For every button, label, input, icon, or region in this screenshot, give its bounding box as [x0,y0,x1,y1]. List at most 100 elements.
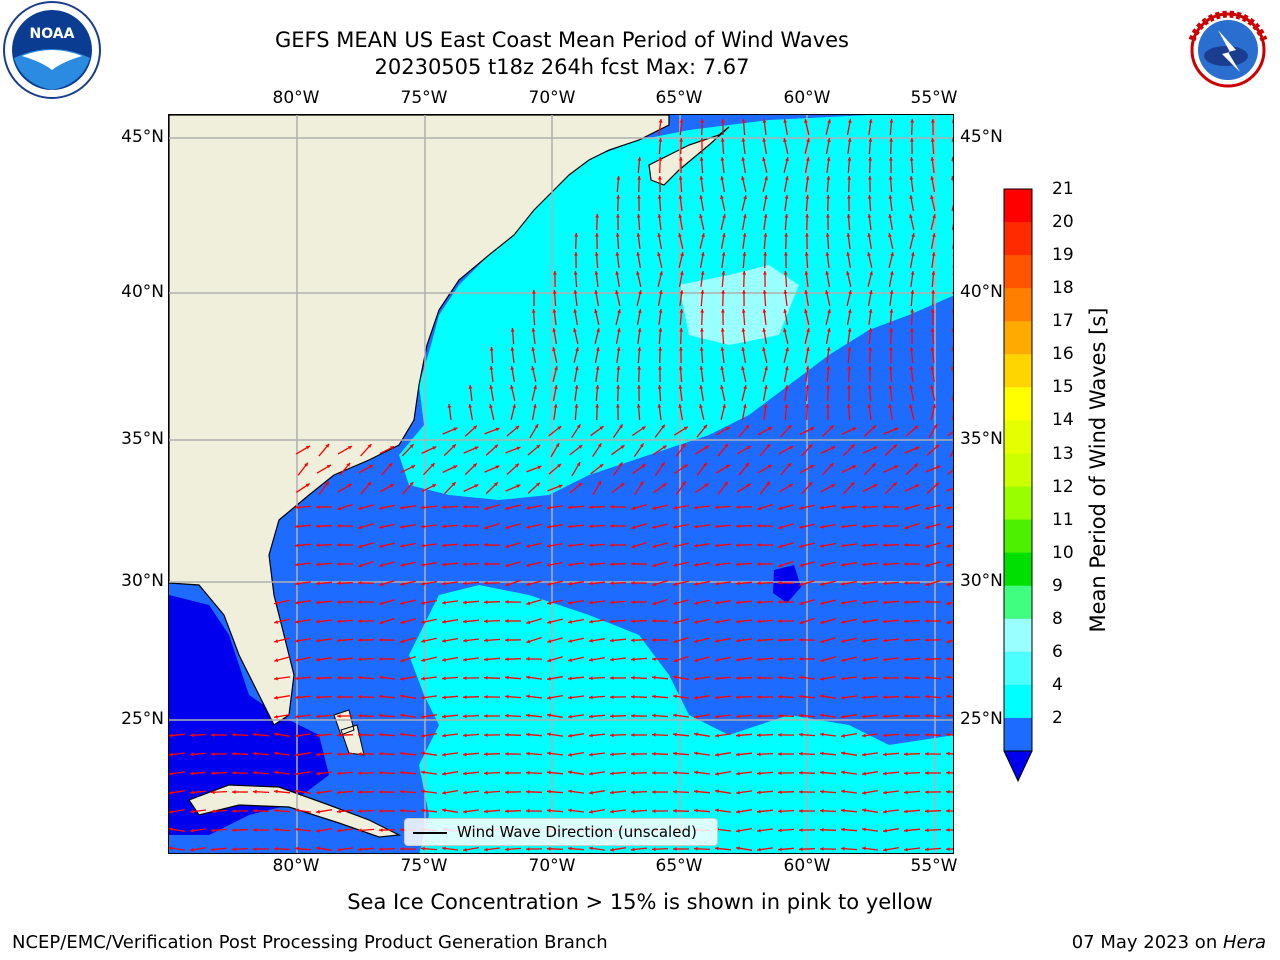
wind-wave-arrowhead [721,290,726,294]
wind-wave-arrowhead [631,562,635,566]
lon-label-bottom: 80°W [272,856,320,876]
wind-wave-arrowhead [526,751,530,756]
wind-wave-arrowhead [526,789,530,794]
wind-wave-arrowhead [762,309,767,313]
wind-wave-arrowhead [659,271,663,276]
colorbar-segment [1004,717,1032,752]
wind-wave-arrowhead [694,770,698,775]
wind-wave-arrowhead [778,713,782,718]
wind-wave-arrowhead [211,828,215,833]
wind-wave-arrowhead [547,695,551,700]
wind-wave-arrowhead [631,790,635,795]
wind-wave-arrowhead [616,347,621,351]
colorbar-tick-label: 13 [1052,443,1074,464]
colorbar-segment [1004,354,1032,388]
wind-wave-arrowhead [841,601,845,605]
wind-wave-arrowhead [358,713,362,718]
wind-wave-arrowhead [736,828,740,833]
wind-wave-arrowhead [933,424,937,429]
wind-wave-arrowhead [757,619,761,624]
wind-wave-arrowhead [679,157,683,161]
wind-wave-arrowhead [589,638,593,643]
wind-wave-arrowhead [568,524,572,529]
wind-wave-arrowhead [890,252,894,257]
lon-label-top: 55°W [910,88,958,108]
wind-wave-arrowhead [379,506,383,510]
colorbar-tick-label: 11 [1052,509,1074,530]
colorbar-tick-label: 9 [1052,575,1063,596]
chart-title: GEFS MEAN US East Coast Mean Period of W… [275,28,849,52]
wind-wave-arrowhead [253,808,257,813]
map-panel[interactable] [168,114,954,854]
wind-wave-arrowhead [432,446,437,450]
wind-wave-arrowhead [805,233,809,237]
legend-label: Wind Wave Direction (unscaled) [457,823,697,841]
wind-wave-arrowhead [778,828,782,833]
wind-wave-arrowhead [694,524,698,529]
wind-wave-arrowhead [379,657,383,661]
wind-wave-arrowhead [379,675,383,680]
wind-wave-arrowhead [589,771,593,776]
wind-wave-arrowhead [295,846,299,851]
footer-date: 07 May 2023 on Hera [1072,932,1266,953]
wind-wave-arrowhead [568,789,572,794]
wind-wave-arrowhead [358,847,362,852]
wind-wave-arrowhead [694,543,698,548]
wind-wave-arrowhead [826,214,830,218]
wind-wave-arrowhead [785,157,789,162]
wind-wave-arrowhead [935,482,939,487]
wind-wave-arrowhead [910,328,914,332]
wind-wave-arrowhead [494,444,498,449]
wind-wave-arrowhead [678,404,683,408]
wind-wave-arrowhead [274,695,278,700]
wind-wave-arrowhead [743,214,747,218]
colorbar-tick-label: 2 [1052,707,1063,728]
wind-wave-arrowhead [661,462,665,467]
wind-wave-arrowhead [785,347,789,352]
wind-wave-arrowhead [547,846,551,851]
wind-wave-arrowhead [484,506,489,511]
wind-wave-arrowhead [715,562,719,567]
wind-wave-arrowhead [568,600,572,605]
wind-wave-arrowhead [597,481,602,486]
wind-wave-arrowhead [799,601,804,606]
wind-wave-arrowhead [925,544,930,549]
wind-wave-arrowhead [484,619,488,624]
lon-label-bottom: 65°W [655,856,703,876]
wind-wave-arrowhead [505,694,509,699]
wind-wave-arrowhead [925,847,929,852]
wind-wave-arrowhead [925,506,930,510]
wind-wave-arrowhead [484,600,488,605]
wind-wave-arrowhead [589,809,593,814]
wind-wave-arrowhead [925,525,930,529]
wind-wave-arrowhead [659,290,663,294]
wind-wave-arrowhead [915,446,920,451]
wind-wave-arrowhead [379,847,383,852]
wind-wave-arrowhead [652,675,656,680]
wind-wave-arrowhead [715,846,719,851]
wind-wave-arrowhead [232,771,236,775]
wind-wave-arrowhead [594,290,599,294]
wind-wave-arrowhead [568,733,572,738]
wind-wave-arrowhead [847,157,852,161]
wind-wave-arrowhead [505,657,509,662]
wind-wave-arrowhead [867,195,872,199]
wind-wave-arrowhead [662,483,667,487]
wind-wave-arrowhead [421,733,425,738]
wind-wave-arrowhead [442,790,446,795]
wind-wave-arrowhead [295,639,299,643]
wind-wave-arrowhead [699,176,704,180]
wind-wave-arrowhead [736,562,740,567]
wind-wave-arrowhead [820,751,824,756]
colorbar-tick-label: 21 [1052,179,1074,199]
wind-wave-arrowhead [589,619,593,624]
wind-wave-arrowhead [526,713,530,718]
wind-wave-arrowhead [637,347,642,351]
wind-wave-arrowhead [741,157,746,161]
map-canvas [169,115,953,853]
wind-wave-arrowhead [554,366,558,371]
wind-wave-arrowhead [326,464,331,469]
wind-wave-arrowhead [552,309,557,313]
wind-wave-arrowhead [463,771,467,776]
wind-wave-arrowhead [379,582,384,587]
